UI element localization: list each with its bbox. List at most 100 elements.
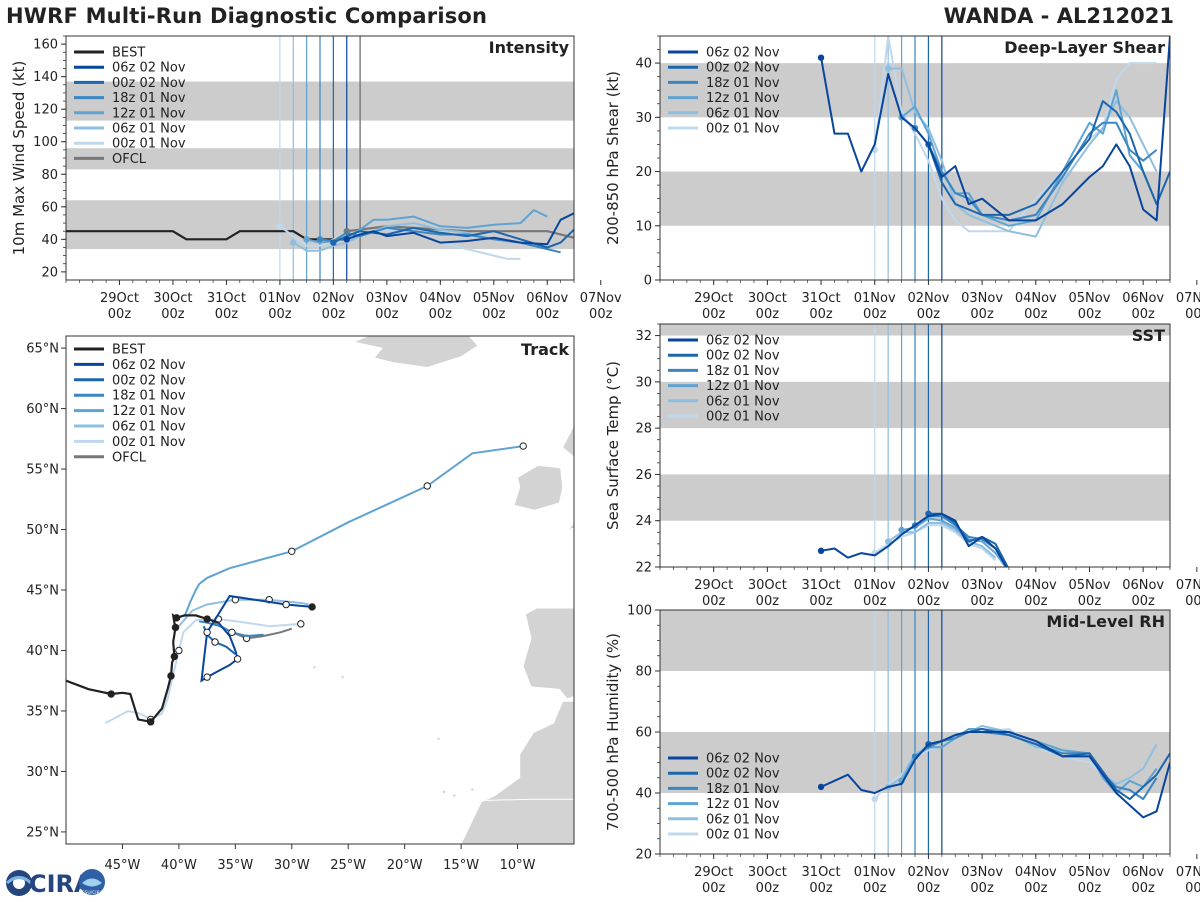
x-tick-label: 10°W	[500, 858, 536, 873]
legend-label: 06z 02 Nov	[706, 334, 780, 349]
x-tick-label-hour: 00z	[756, 594, 780, 609]
series-start-point	[330, 239, 337, 246]
series-start-point	[817, 783, 825, 791]
legend-label: 18z 01 Nov	[112, 91, 186, 106]
x-tick-label-hour: 00z	[863, 307, 887, 322]
x-tick-label-day: 02Nov	[907, 865, 949, 880]
x-tick-label-day: 03Nov	[366, 291, 408, 306]
x-tick-label: 35°W	[217, 858, 253, 873]
y-tick-label: 40	[635, 787, 652, 802]
track-end-point	[519, 442, 527, 450]
legend-label: 12z 01 Nov	[706, 379, 780, 394]
track-end-point	[308, 603, 316, 611]
y-tick-label: 10	[635, 219, 652, 234]
y-tick-label: 65°N	[26, 342, 59, 357]
track-point	[171, 623, 180, 632]
panel-intensity: 2040608010012014016029Oct00z30Oct00z31Oc…	[10, 35, 622, 322]
x-tick-label: 25°W	[330, 858, 366, 873]
legend-label: 00z 02 Nov	[706, 767, 780, 782]
series-start-point	[343, 236, 350, 243]
x-tick-label-day: 01Nov	[259, 291, 301, 306]
x-tick-label-day: 03Nov	[961, 865, 1003, 880]
legend-label: 12z 01 Nov	[112, 106, 186, 121]
figure-title: HWRF Multi-Run Diagnostic Comparison	[6, 4, 488, 28]
track-point	[146, 718, 155, 726]
legend-label: OFCL	[112, 450, 147, 465]
series-start-point	[817, 54, 825, 61]
x-tick-label-day: 01Nov	[854, 291, 896, 306]
x-tick-label-hour: 00z	[1185, 594, 1200, 609]
legend-label: 18z 01 Nov	[706, 364, 780, 379]
x-tick-label-hour: 00z	[268, 307, 292, 322]
y-tick-label: 28	[635, 422, 652, 437]
legend-label: BEST	[112, 46, 145, 61]
series-line	[332, 226, 574, 249]
cira-logo-mark: CIRA CSU/CIRA	[5, 869, 105, 898]
panel-rh: 2040608010029Oct00z30Oct00z31Oct00z01Nov…	[604, 604, 1200, 897]
series-start-point	[871, 795, 878, 803]
track-line	[199, 620, 264, 638]
x-tick-label-day: 29Oct	[100, 291, 139, 306]
legend-label: 18z 01 Nov	[112, 389, 186, 404]
x-tick-label-day: 05Nov	[1069, 865, 1111, 880]
x-tick-label-day: 07Nov	[1176, 291, 1200, 306]
legend-label: 06z 01 Nov	[112, 420, 186, 435]
series-group	[817, 510, 1009, 567]
x-tick-label-day: 07Nov	[1176, 578, 1200, 593]
x-tick-label-hour: 00z	[375, 307, 399, 322]
panel-title: Mid-Level RH	[1046, 612, 1165, 631]
x-tick-label-hour: 00z	[970, 881, 994, 896]
x-tick-label-hour: 00z	[809, 307, 833, 322]
track-point	[203, 615, 211, 623]
x-tick-label-hour: 00z	[1185, 307, 1200, 322]
legend-label: 18z 01 Nov	[706, 782, 780, 797]
x-tick-label-day: 29Oct	[694, 578, 733, 593]
x-tick-label-day: 06Nov	[1122, 865, 1164, 880]
series-group	[817, 36, 1170, 238]
series-line	[346, 225, 574, 239]
series-start-point	[303, 236, 310, 243]
cira-logo-subtext: CSU/CIRA	[81, 890, 103, 896]
x-tick-label-hour: 00z	[702, 307, 726, 322]
x-tick-label-hour: 00z	[1078, 594, 1102, 609]
x-tick-label-day: 05Nov	[1069, 291, 1111, 306]
x-tick-label-day: 05Nov	[473, 291, 515, 306]
y-axis-label: 200-850 hPa Shear (kt)	[604, 71, 622, 245]
panel-title: Track	[521, 340, 569, 359]
x-tick-label-hour: 00z	[1024, 881, 1048, 896]
x-tick-label-hour: 00z	[429, 307, 453, 322]
x-tick-label-day: 01Nov	[854, 578, 896, 593]
track-point	[172, 614, 181, 622]
y-tick-label: 80	[635, 665, 652, 680]
series-line	[901, 517, 1007, 567]
x-tick-label-hour: 00z	[1131, 594, 1155, 609]
y-tick-label: 120	[33, 103, 58, 118]
storm-title: WANDA - AL212021	[943, 4, 1174, 28]
legend-label: 12z 01 Nov	[112, 404, 186, 419]
africa-landmass	[460, 700, 574, 844]
tracks-layer	[66, 442, 527, 726]
legend-label: 06z 02 Nov	[706, 46, 780, 61]
x-tick-label-hour: 00z	[589, 307, 613, 322]
track-point	[211, 638, 219, 646]
series-start-point	[884, 65, 892, 72]
legend-label: 00z 01 Nov	[706, 828, 780, 843]
france-landmass	[573, 547, 574, 613]
x-tick-label-hour: 00z	[756, 881, 780, 896]
legend-label: 00z 01 Nov	[706, 122, 780, 137]
x-tick-label-hour: 00z	[161, 307, 185, 322]
x-tick-label-hour: 00z	[536, 307, 560, 322]
y-tick-label: 160	[33, 38, 58, 53]
x-tick-label-day: 07Nov	[1176, 865, 1200, 880]
track-point	[203, 673, 211, 681]
iberia-landmass	[522, 607, 574, 700]
y-tick-label: 40	[635, 57, 652, 72]
x-tick-label-hour: 00z	[1024, 594, 1048, 609]
x-tick-label-hour: 00z	[482, 307, 506, 322]
y-tick-label: 0	[644, 274, 652, 289]
y-tick-label: 30	[635, 111, 652, 126]
x-tick-label-hour: 00z	[1078, 881, 1102, 896]
